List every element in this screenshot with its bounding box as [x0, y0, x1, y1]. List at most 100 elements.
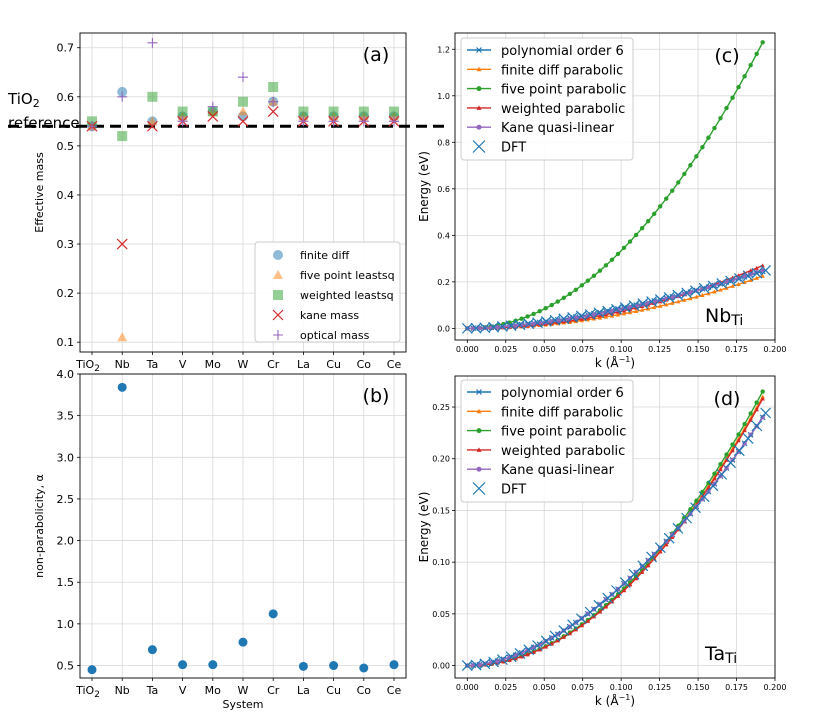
legend-marker-x [272, 309, 284, 321]
curve-marker [573, 627, 579, 632]
x-tick-label: 0.025 [494, 683, 517, 692]
panel-b-non-parabolicity: 0.5 1.0 1.5 2.0 2.5 3.0 3.5 4.0 TiO2 Nb Ta V Mo W Cr La… [33, 368, 407, 711]
data-point-plus [177, 116, 188, 127]
curve-marker [555, 638, 560, 643]
axes-frame [454, 375, 776, 679]
curve-marker [555, 299, 560, 304]
curve-marker [712, 125, 717, 131]
alpha-point [178, 660, 188, 670]
dft-point [540, 316, 552, 327]
x-tick-label: 0.050 [533, 345, 556, 354]
data-point-x [237, 115, 249, 127]
dft-point [619, 577, 631, 589]
y-axis-label: Effective mass [33, 152, 46, 233]
dft-point [575, 310, 587, 322]
dft-point [567, 619, 579, 631]
curve-marker [694, 294, 699, 299]
dft-point [479, 658, 491, 670]
curve-marker [736, 84, 741, 90]
x-tick-label: Mo [205, 684, 221, 697]
dft-point [470, 659, 482, 671]
data-point-triangle [238, 106, 248, 116]
legend-marker [472, 140, 486, 153]
curve-marker [748, 411, 753, 416]
curve-marker [639, 225, 645, 231]
x-tick-label: Cu [326, 684, 341, 697]
legend-label: finite diff parabolic [501, 405, 623, 420]
curve-marker [670, 300, 675, 305]
dft-point [654, 542, 666, 554]
alpha-point [87, 665, 97, 675]
alpha-point [238, 637, 248, 647]
curve-marker [621, 588, 627, 593]
y-tick-label: 1.5 [57, 576, 75, 589]
alpha-point [117, 382, 127, 392]
legend-label: finite diff parabolic [501, 63, 623, 78]
legend-label: weighted parabolic [501, 102, 625, 117]
curve-marker [760, 394, 765, 399]
legend-marker [476, 124, 482, 130]
curve-marker [561, 634, 566, 639]
x-tick-label: 0.175 [725, 683, 748, 692]
legend-label: weighted leastsq [300, 289, 394, 302]
curve-marker [730, 283, 735, 288]
data-point-plus [328, 116, 339, 127]
curve-marker [706, 284, 711, 290]
x-tick-label: 0.075 [571, 345, 594, 354]
curve-marker [609, 257, 615, 262]
curve-marker [748, 417, 753, 422]
curve-marker [718, 467, 723, 472]
y-tick-label: 0.15 [432, 506, 450, 515]
y-tick-label: 1.0 [57, 618, 75, 631]
curve-marker [519, 654, 524, 659]
data-point-plus [207, 101, 218, 112]
dft-point [681, 287, 693, 299]
curve-marker [645, 563, 651, 568]
legend-label: Kane quasi-linear [501, 463, 615, 478]
curve-marker [742, 421, 747, 427]
curve-marker [615, 593, 621, 598]
legend-box [460, 379, 634, 503]
y-tick-label: 0.2 [57, 287, 75, 300]
panel-label: (c) [714, 45, 739, 67]
y-tick-label: 0.4 [57, 189, 75, 202]
curve-marker [754, 407, 759, 412]
y-tick-label: 1.2 [437, 45, 450, 54]
curve-marker [633, 576, 639, 581]
curve-marker [519, 316, 524, 321]
dft-point [628, 568, 640, 580]
curve-marker [597, 268, 603, 273]
dft-point [760, 407, 772, 419]
curve-marker [658, 204, 663, 209]
curve-marker [477, 325, 482, 331]
data-point-square [117, 131, 128, 142]
curve-marker [543, 644, 548, 649]
panel-d-ta-dispersion: 0.000 0.025 0.050 0.075 0.100 0.125 0.150 0.175… [417, 375, 786, 708]
x-tick-label: 0.175 [725, 345, 748, 354]
curve-marker [664, 542, 669, 547]
curve-marker [694, 498, 699, 503]
curve-marker [645, 218, 651, 224]
dft-point [672, 522, 684, 534]
legend-marker-triangle [273, 270, 283, 279]
legend-label: five point parabolic [501, 425, 626, 440]
x-tick-label: 0.125 [648, 683, 671, 692]
curve-marker [664, 196, 669, 201]
y-axis-label: Energy (eV) [417, 492, 431, 563]
data-point-square [328, 106, 339, 117]
curve-marker [585, 313, 591, 318]
legend-box [460, 37, 634, 161]
curve-marker [760, 396, 765, 401]
dft-point [742, 433, 754, 444]
data-point-plus [87, 121, 97, 132]
dft-point [751, 267, 763, 279]
y-tick-label: 0.7 [57, 42, 75, 55]
curve-marker [549, 302, 554, 308]
y-tick-label: 0.6 [437, 185, 450, 194]
y-tick-label: 0.8 [437, 138, 450, 147]
x-tick-label: Nb [115, 684, 130, 697]
curve-marker [609, 599, 615, 604]
data-point-x [146, 120, 158, 132]
curve-marker [700, 144, 705, 150]
x-tick-label: Mo [205, 358, 221, 371]
